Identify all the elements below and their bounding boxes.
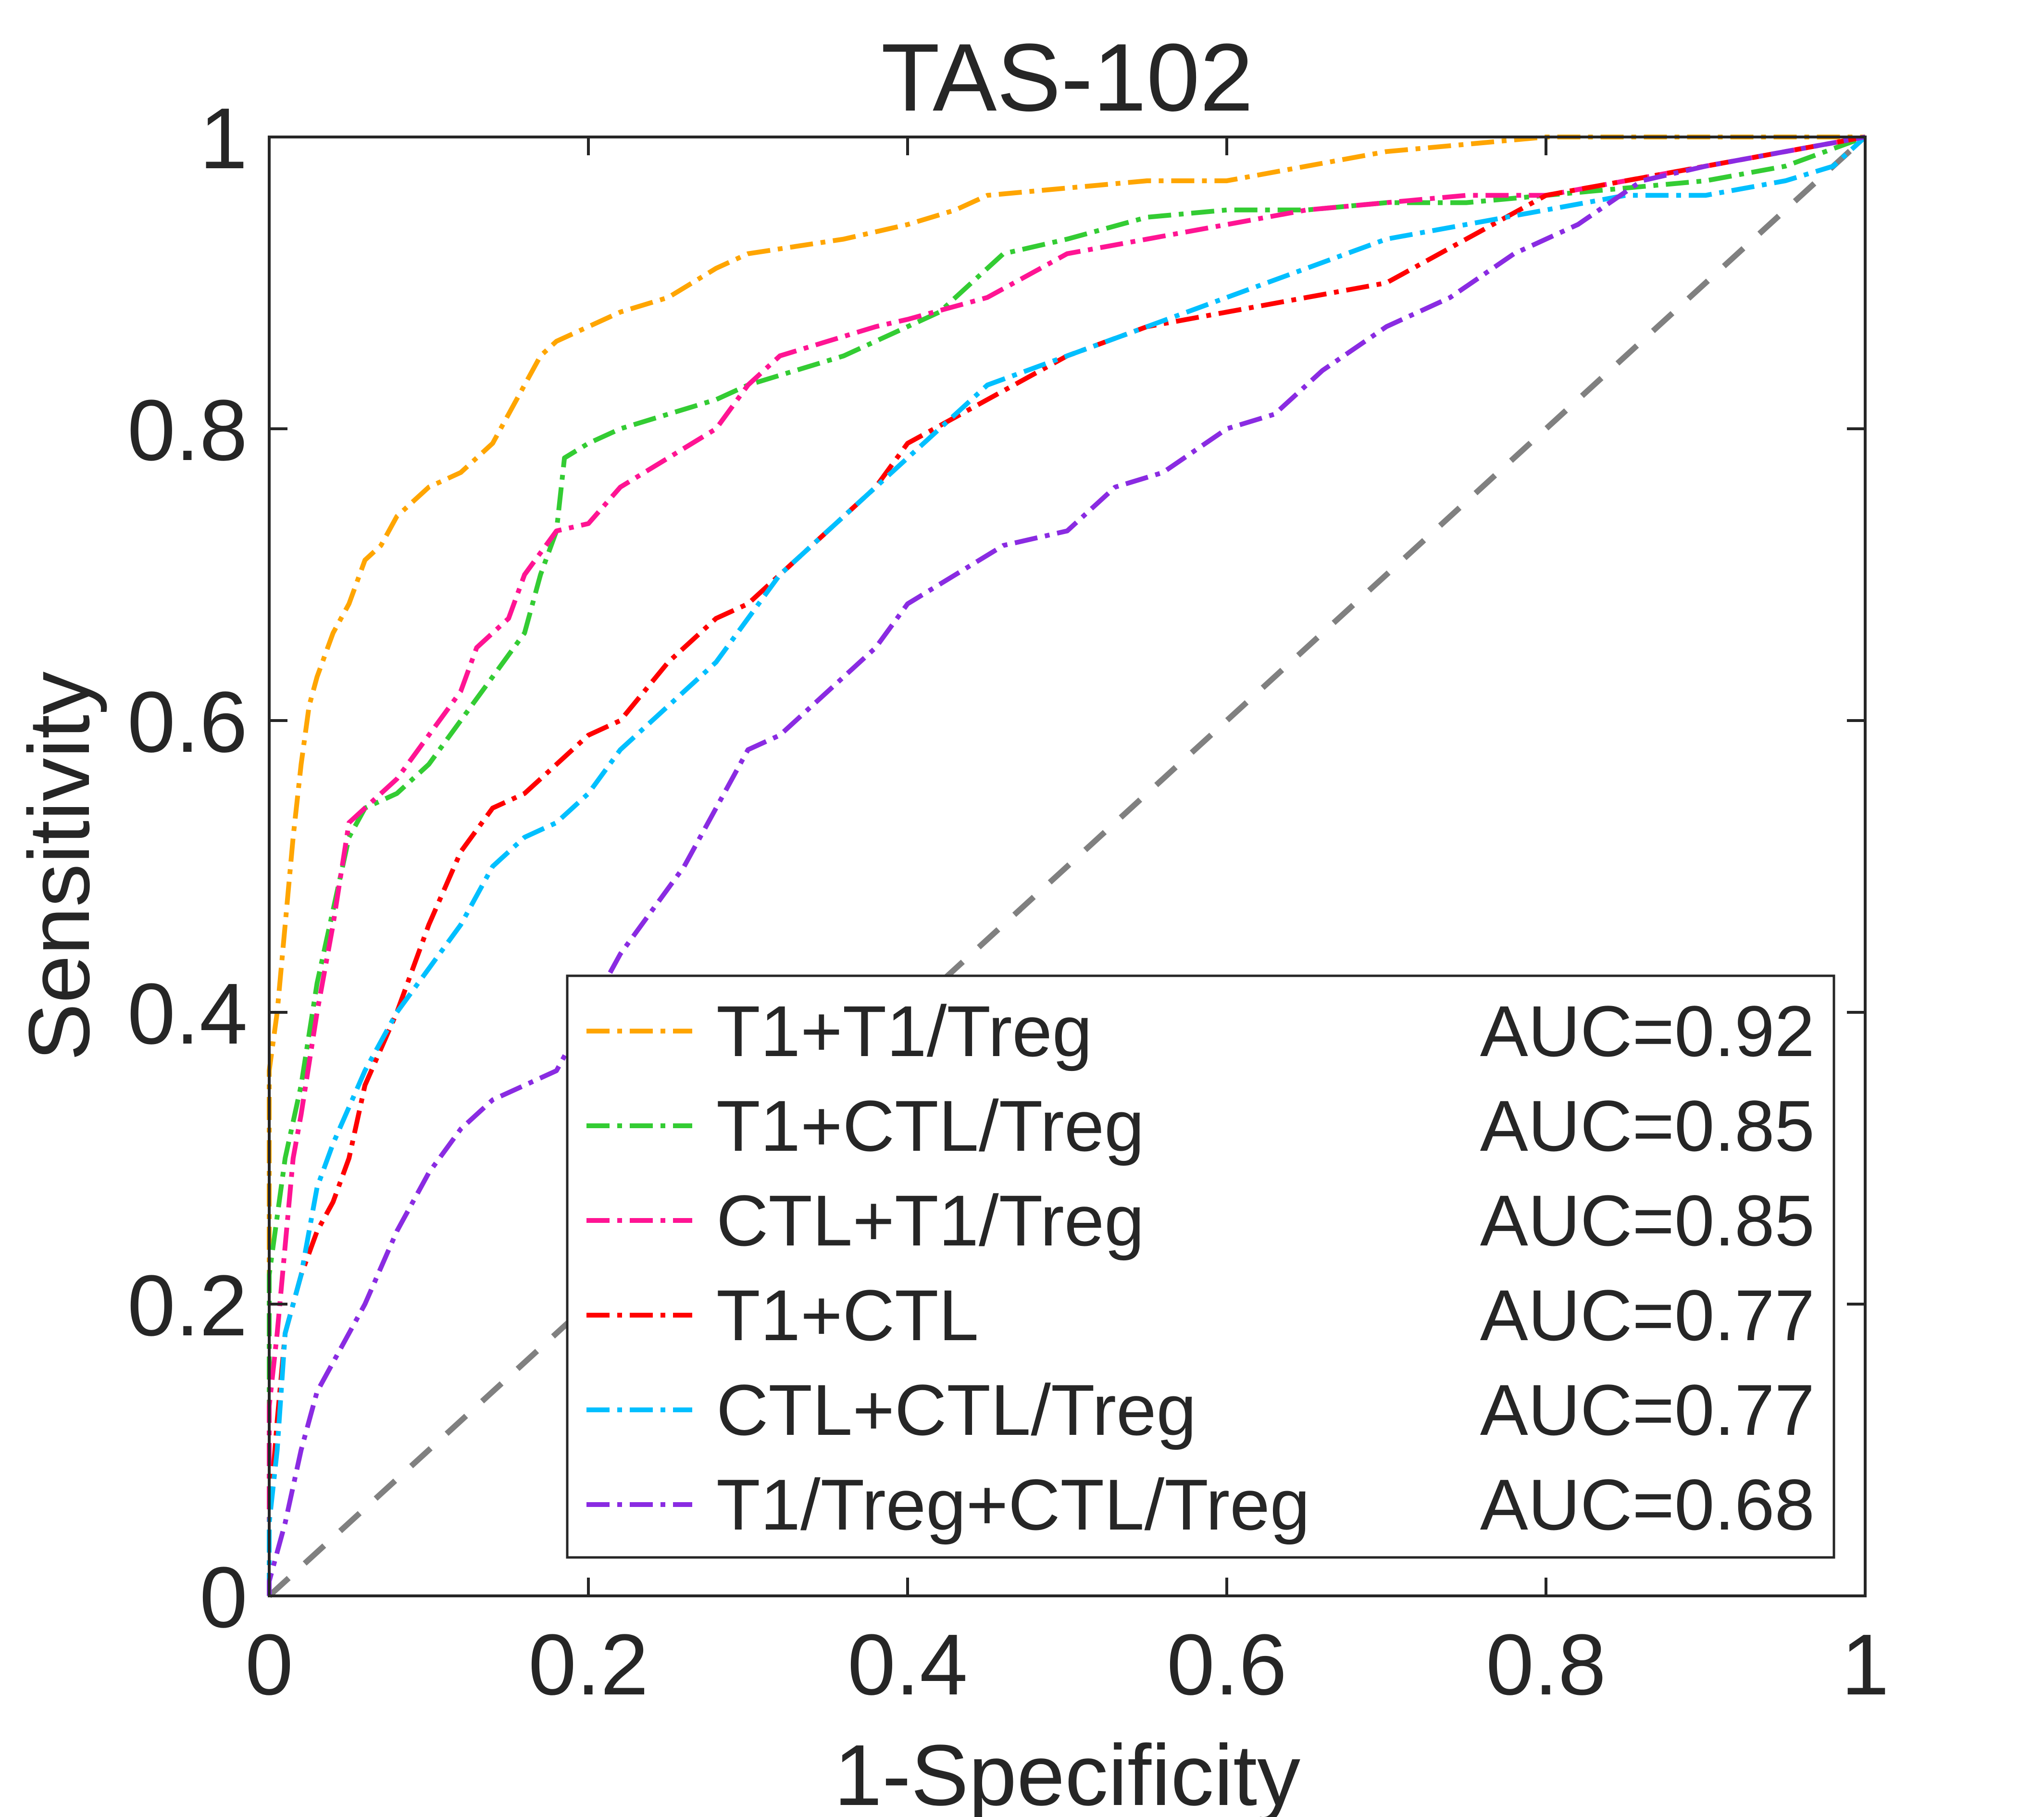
chance-reference-line: [267, 135, 1868, 1598]
y-tick-label: 0.2: [127, 1257, 248, 1354]
legend-entry-auc: AUC=0.68: [1480, 1464, 1815, 1545]
y-tick-label: 0.6: [127, 674, 248, 771]
roc-curve-3: [267, 135, 1866, 1596]
x-tick-label: 0.4: [848, 1617, 968, 1713]
legend-entry-auc: AUC=0.77: [1480, 1275, 1815, 1356]
roc-curve-4: [267, 135, 1866, 1596]
legend-entry-name: CTL+T1/Treg: [716, 1180, 1145, 1261]
x-axis-label: 1-Specificity: [834, 1727, 1300, 1817]
y-tick-label: 0.8: [127, 382, 248, 479]
legend-entry-auc: AUC=0.92: [1480, 991, 1815, 1071]
x-tick-label: 0.6: [1167, 1617, 1287, 1713]
roc-curve-2: [267, 135, 1866, 1596]
y-tick-label: 0.4: [127, 966, 248, 1062]
roc-curve-1: [267, 135, 1865, 1596]
roc-curve-5: [267, 135, 1867, 1596]
legend-entry-auc: AUC=0.77: [1480, 1369, 1815, 1450]
y-tick-label: 0: [199, 1549, 248, 1646]
curve-layer: [267, 135, 1868, 1598]
x-tick-label: 1: [1841, 1617, 1889, 1713]
y-axis-label: Sensitivity: [11, 672, 108, 1061]
legend-entry-name: CTL+CTL/Treg: [716, 1369, 1196, 1450]
y-tick-label: 1: [199, 90, 248, 187]
legend-box: [566, 974, 1835, 1559]
roc-curve-6: [267, 135, 1866, 1596]
legend-entry-auc: AUC=0.85: [1480, 1180, 1815, 1261]
plot-frame: [268, 136, 1867, 1597]
legend-entry-name: T1/Treg+CTL/Treg: [716, 1464, 1310, 1545]
chart-title: TAS-102: [881, 24, 1253, 131]
legend-entry-name: T1+CTL/Treg: [716, 1085, 1145, 1166]
legend-entry-name: T1+T1/Treg: [716, 991, 1092, 1071]
tick-layer: 0 0.2 0.4 0.6 0.8 1 0 0.2 0.4 0.6 0.8 1: [127, 90, 1889, 1713]
x-tick-label: 0: [245, 1617, 293, 1713]
legend-entry-name: T1+CTL: [716, 1275, 979, 1356]
x-tick-label: 0.8: [1486, 1617, 1606, 1713]
legend-entry-auc: AUC=0.85: [1480, 1085, 1815, 1166]
x-tick-label: 0.2: [528, 1617, 648, 1713]
legend: T1+T1/Treg AUC=0.92 T1+CTL/Treg AUC=0.85 CTL…: [566, 974, 1835, 1559]
